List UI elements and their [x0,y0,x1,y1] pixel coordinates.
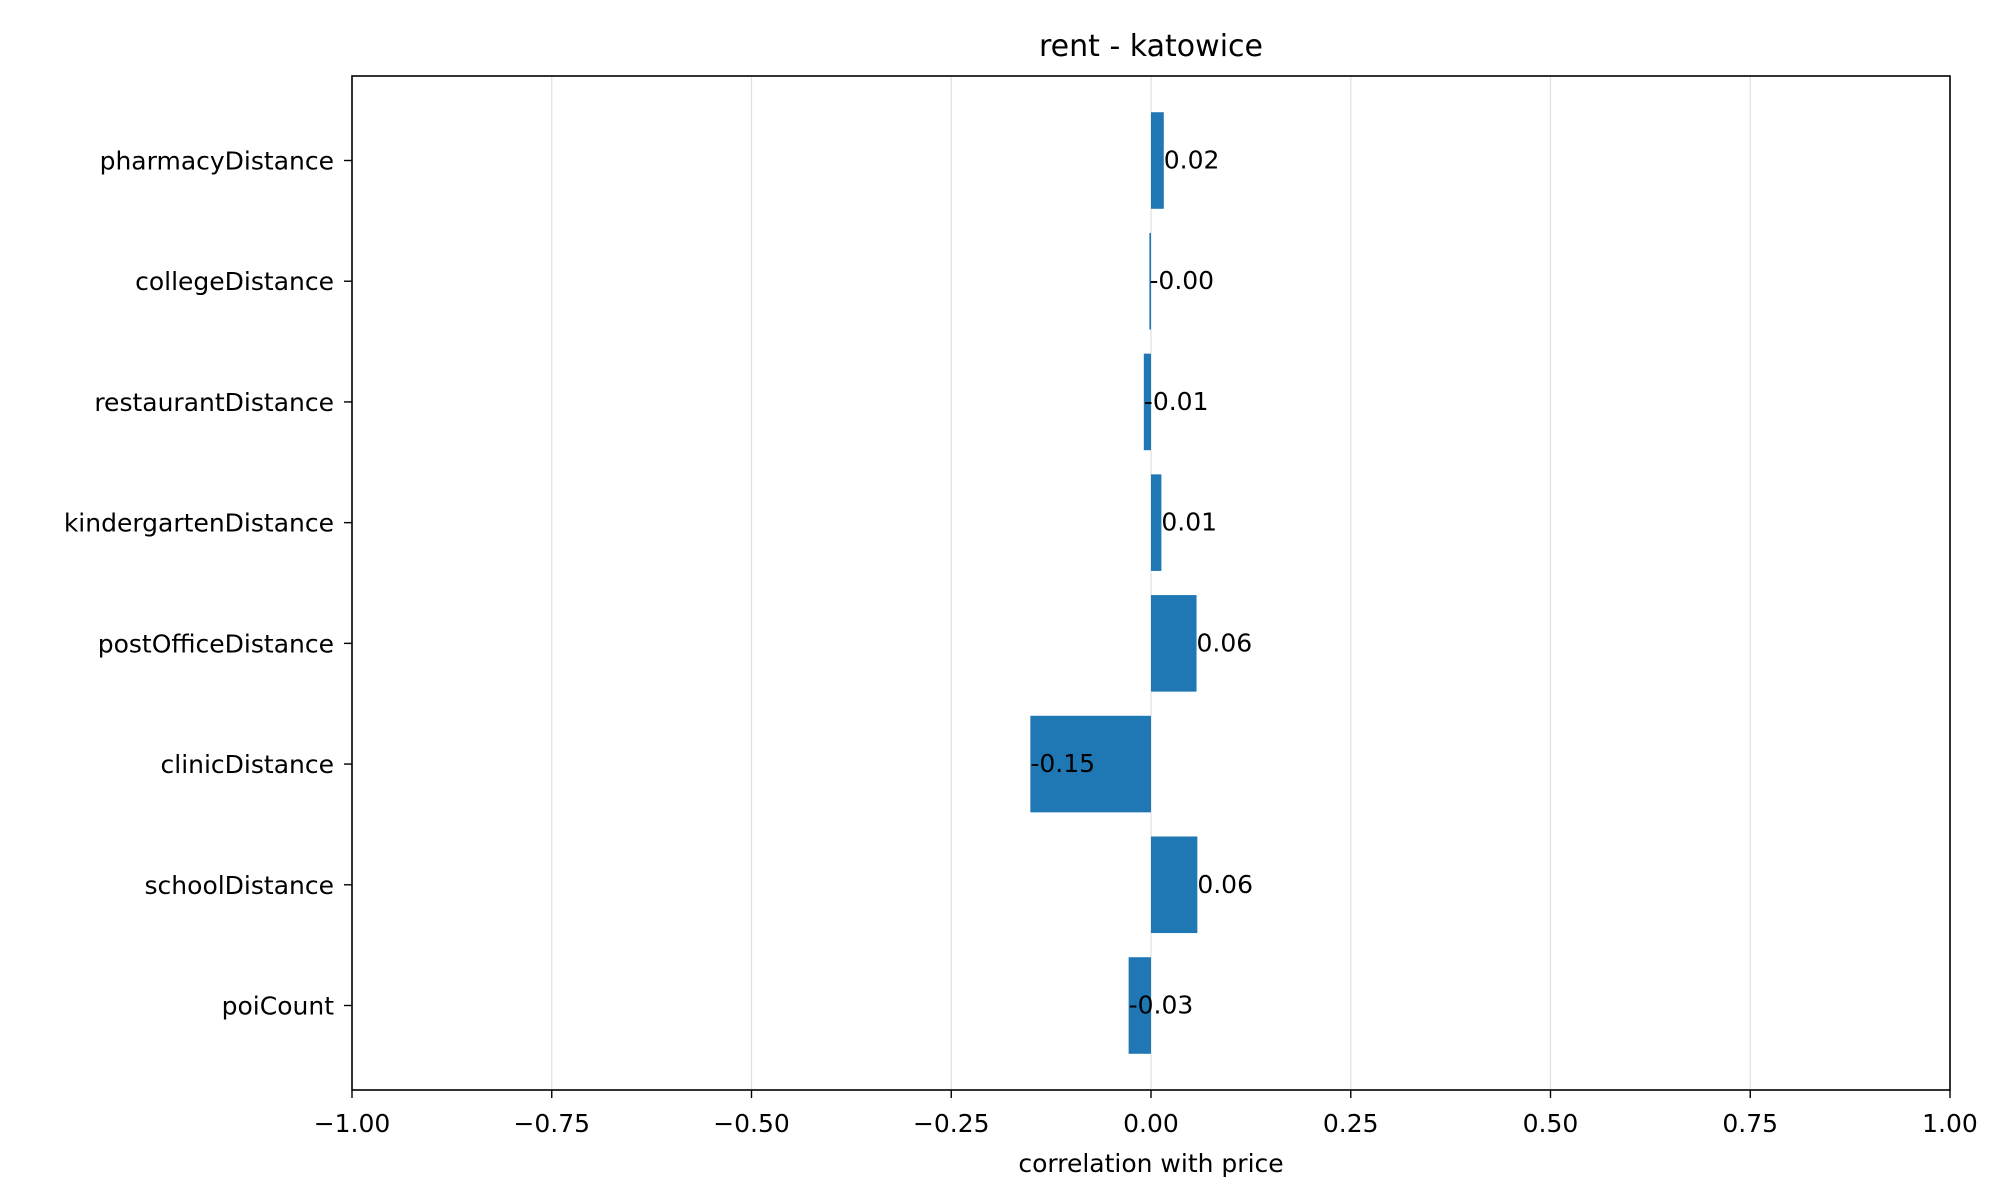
y-tick-label: clinicDistance [161,750,335,779]
bar-value-label: -0.01 [1144,387,1209,416]
bar [1151,595,1197,692]
bar-value-label: 0.06 [1197,628,1253,657]
y-tick-label: kindergartenDistance [64,509,334,538]
x-tick-label: −0.75 [513,1109,590,1138]
x-axis-label: correlation with price [1018,1149,1283,1178]
bar [1143,353,1151,451]
x-tick-label: −1.00 [314,1109,391,1138]
y-tick-label: poiCount [222,992,335,1021]
y-axis-ticks: pharmacyDistance collegeDistance restauran… [64,147,352,1021]
bar-value-label: 0.01 [1161,508,1217,537]
x-tick-label: −0.50 [713,1109,790,1138]
bar-value-label: -0.03 [1129,991,1194,1020]
x-tick-label: 1.00 [1922,1109,1978,1138]
y-tick-label: collegeDistance [135,267,334,296]
y-tick-label: postOfficeDistance [98,629,334,658]
bar [1149,232,1151,330]
bar-value-label: -0.15 [1030,749,1095,778]
bar [1151,836,1198,934]
x-tick-label: 0.75 [1722,1109,1778,1138]
bar-value-label: -0.00 [1149,266,1214,295]
bar [1151,112,1164,209]
x-tick-label: 0.25 [1323,1109,1379,1138]
chart-title: rent - katowice [1039,29,1263,64]
x-tick-label: 0.50 [1523,1109,1579,1138]
x-axis-ticks: −1.00 −0.75 −0.50 −0.25 0.00 0.25 0.50 0.75 1.00 [314,1090,1978,1138]
x-tick-label: 0.00 [1123,1109,1179,1138]
bar-value-label: 0.02 [1164,146,1220,175]
bar [1128,957,1151,1054]
bar [1151,474,1162,571]
y-tick-label: schoolDistance [145,871,334,900]
y-tick-label: restaurantDistance [94,388,334,417]
bars [1030,112,1198,1054]
x-tick-label: −0.25 [913,1109,990,1138]
bar [1030,715,1151,813]
bar-value-label: 0.06 [1197,870,1253,899]
y-tick-label: pharmacyDistance [100,147,334,176]
value-labels: 0.02 -0.00 -0.01 0.01 0.06 -0.15 0.06 -0.03 [1030,146,1253,1020]
